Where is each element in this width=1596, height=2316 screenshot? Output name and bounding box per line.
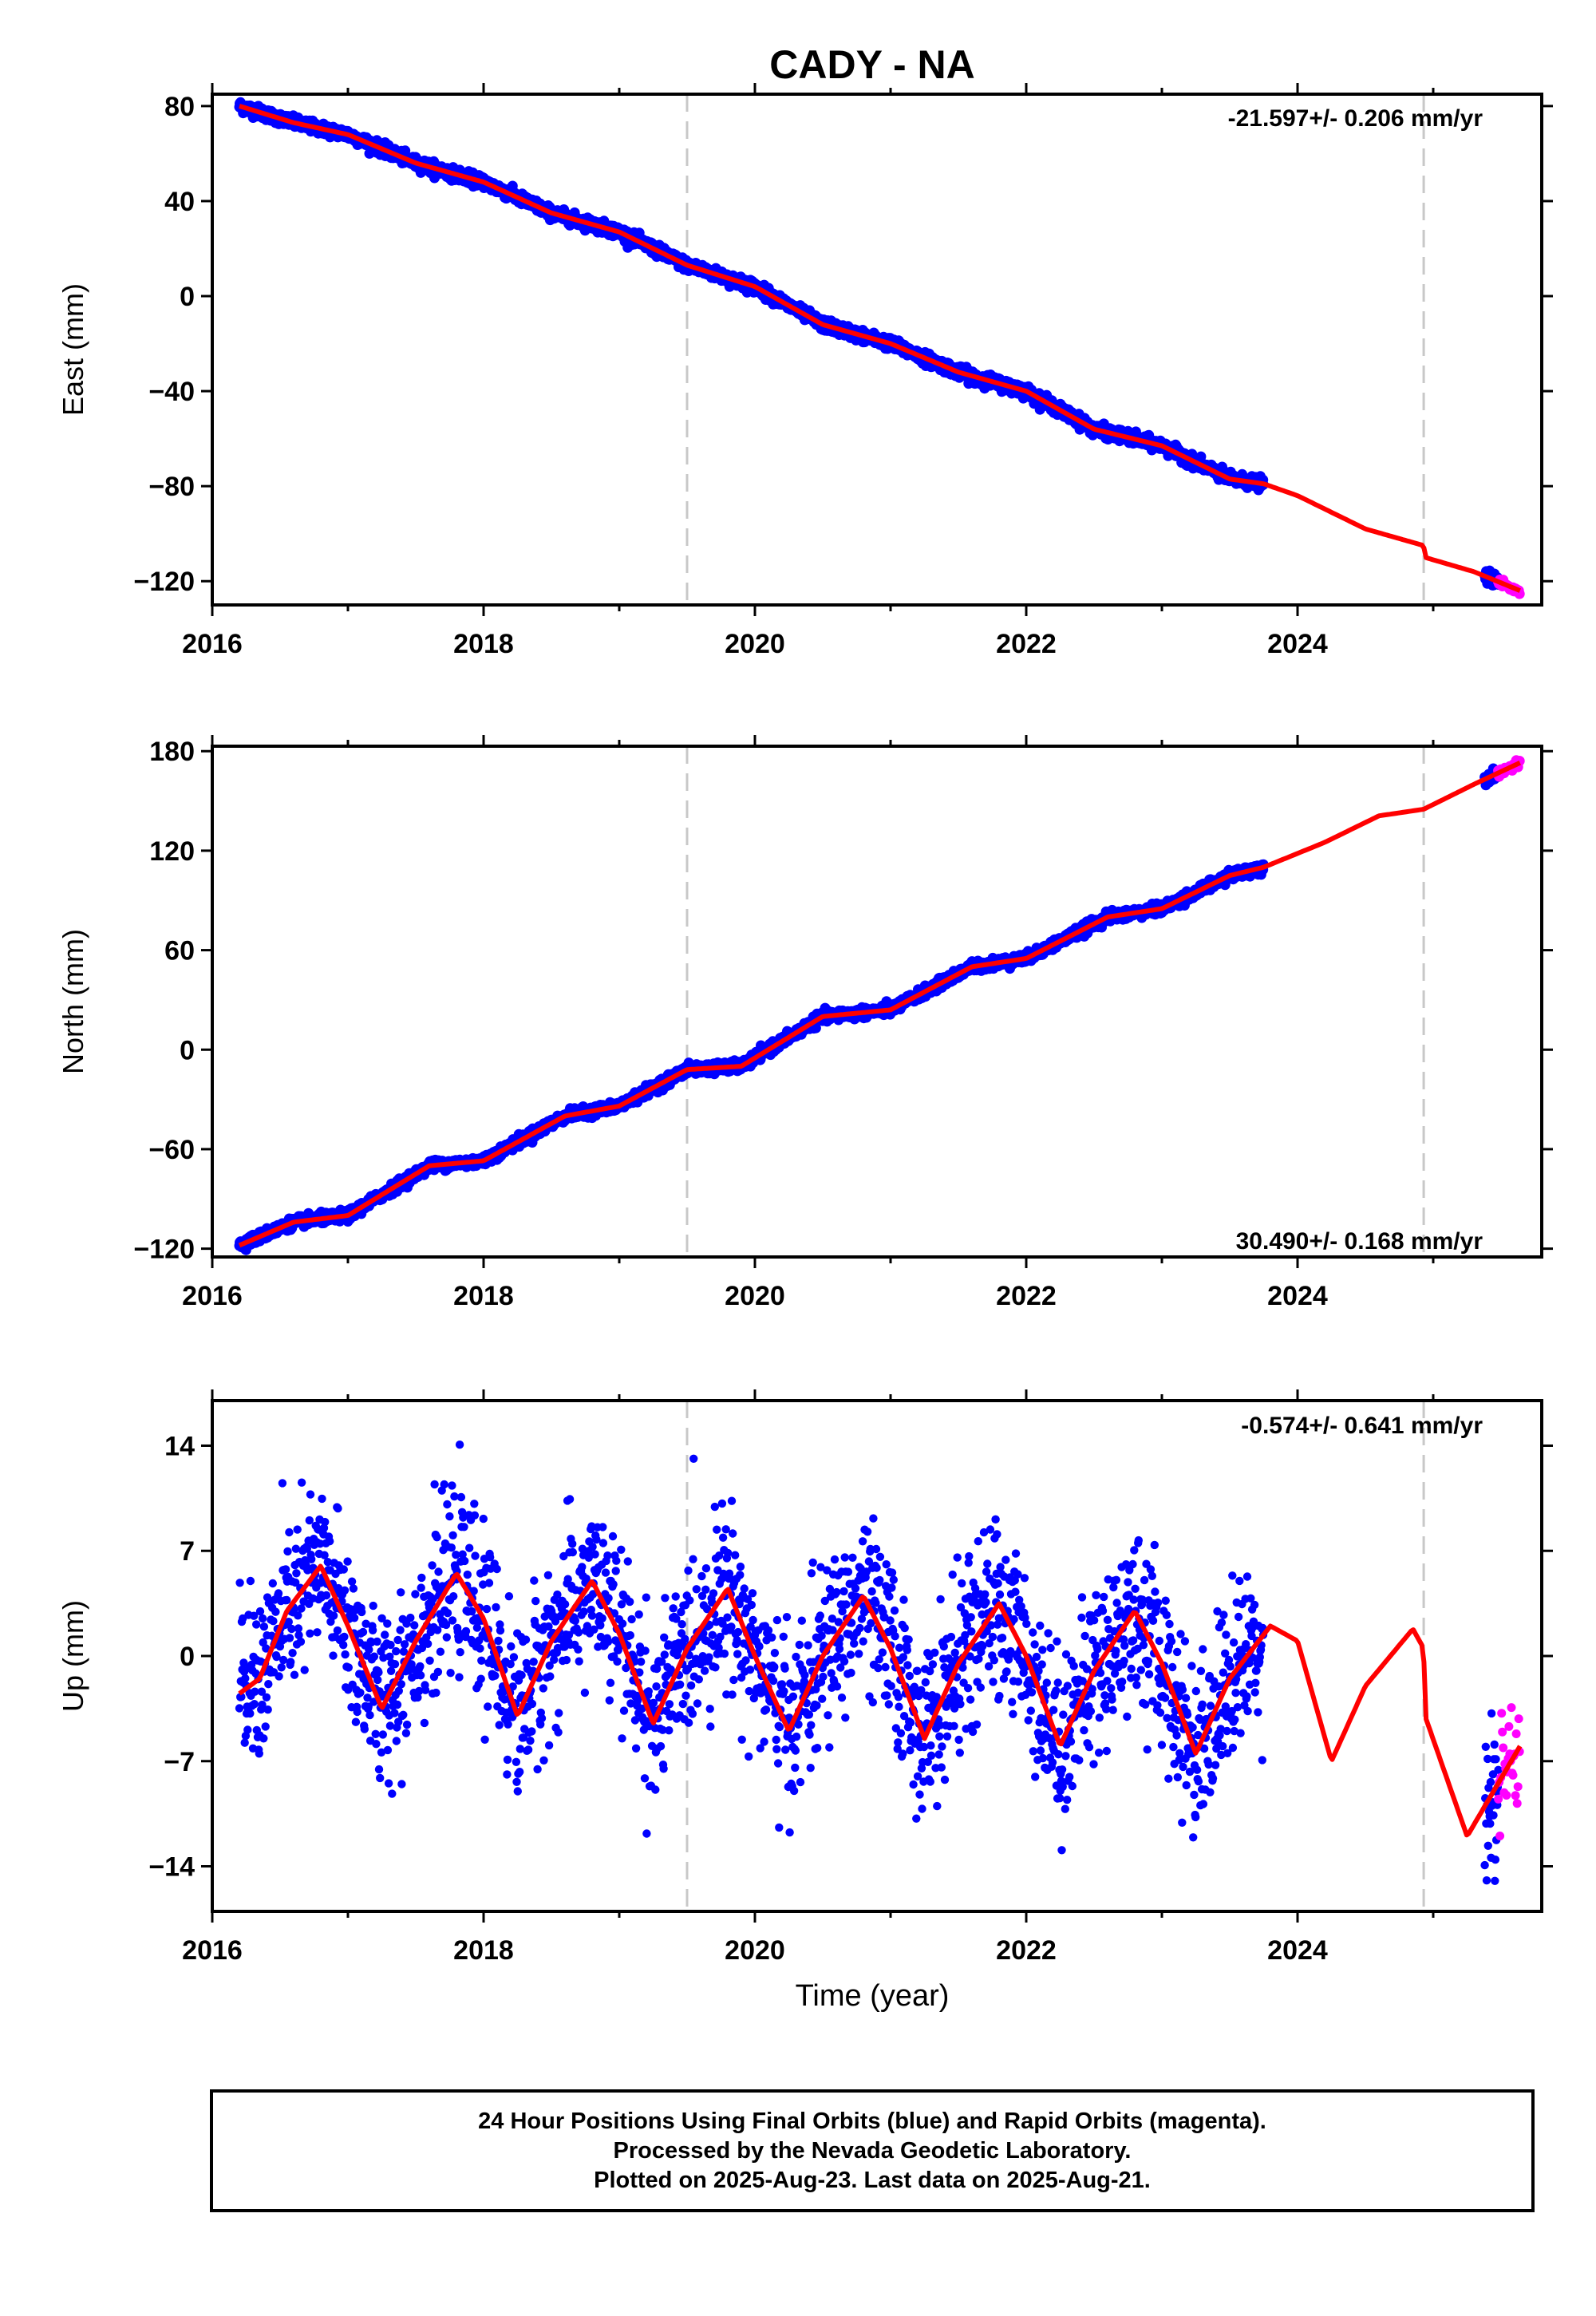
east-x-tick-label: 2024: [1267, 629, 1328, 659]
east-y-tick-label: 80: [164, 92, 195, 122]
east-x-tick-label: 2020: [725, 629, 785, 659]
east-y-tick-label: 40: [164, 187, 195, 217]
east-plot-frame: [211, 93, 1543, 607]
east-x-tick-label: 2016: [182, 629, 243, 659]
east-y-tick-label: −40: [148, 377, 195, 407]
east-y-axis-label: East (mm): [57, 283, 89, 416]
east-grid-breaks: [685, 94, 1425, 605]
east-final-points: [234, 97, 1503, 591]
east-y-tick-label: −80: [148, 472, 195, 502]
east-y-ticks: 80 40 0 −40 −80 −120: [133, 92, 1553, 597]
east-x-tick-label: 2022: [996, 629, 1057, 659]
east-y-tick-label: 0: [180, 282, 195, 312]
east-rate-label: -21.597+/- 0.206 mm/yr: [1228, 105, 1483, 132]
north-grid-breaks: [685, 746, 1425, 1257]
north-final-points: [234, 763, 1503, 1255]
east-x-ticks: 2016 2018 2020 2022 2024: [182, 83, 1435, 659]
figure-title: CADY - NA: [769, 42, 974, 87]
east-x-tick-label: 2018: [453, 629, 514, 659]
east-panel: 80 40 0 −40 −80 −120 2016 2018 2020 2022 2024 Eas…: [57, 83, 1553, 659]
east-y-tick-label: −120: [133, 567, 195, 597]
